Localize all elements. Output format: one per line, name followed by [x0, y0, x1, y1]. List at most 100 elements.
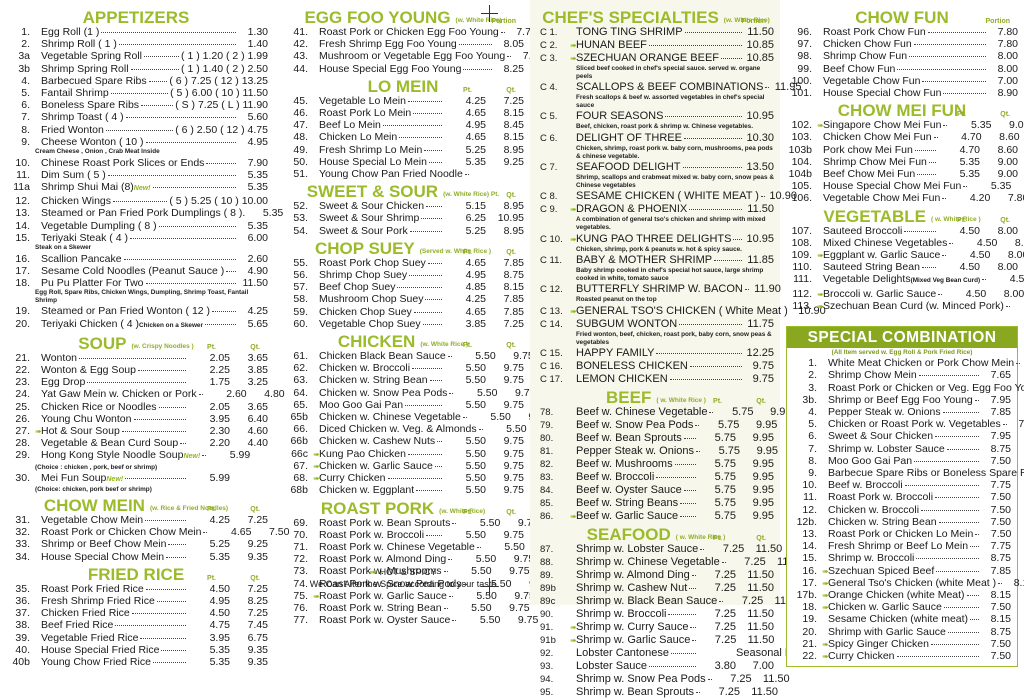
menu-item[interactable]: 72. Roast Pork w. Almond Ding 5.50 9.75: [282, 553, 534, 565]
menu-item[interactable]: 86. ➠ Beef w. Garlic Sauce 5.75 9.95: [538, 510, 774, 523]
menu-item[interactable]: 50. House Special Lo Mein 5.35 9.25: [282, 156, 524, 168]
menu-item[interactable]: 43.Mushroom or Vegetable Egg Foo Young7.…: [282, 50, 543, 62]
menu-item[interactable]: C 12. BUTTERFLY SHRIMP W. BACON 11.90: [538, 283, 781, 296]
menu-item[interactable]: 63. Chicken w. String Bean 5.50 9.75: [282, 374, 524, 386]
menu-item[interactable]: C 14. SUBGUM WONTON 11.75: [538, 318, 774, 331]
menu-item[interactable]: 89b Shrimp w. Cashew Nut 7.25 11.50: [538, 582, 774, 595]
menu-item[interactable]: 68. ➠ Curry Chicken 5.50 9.75: [282, 472, 524, 484]
menu-item[interactable]: 15. Shrimp w. Broccoli 8.75: [787, 552, 1017, 564]
menu-item[interactable]: 98. Shrimp Chow Fun 8.00: [786, 50, 1018, 62]
menu-item[interactable]: 44. House Special Egg Foo Young 8.25: [282, 63, 524, 75]
menu-item[interactable]: 79. Beef w. Snow Pea Pods 5.75 9.95: [538, 419, 777, 432]
menu-item[interactable]: 23. Egg Drop 1.75 3.25: [4, 376, 268, 388]
menu-item[interactable]: 17. Sesame Cold Noodles (Peanut Sauce ) 4.…: [4, 265, 268, 277]
menu-item[interactable]: 25. Chicken Rice or Noodles 2.05 3.65: [4, 401, 268, 413]
menu-item[interactable]: 66.Diced Chicken w. Veg. & Almonds5.509.…: [282, 423, 564, 435]
menu-item[interactable]: 13. Steamed or Pan Fried Pork Dumplings (…: [4, 207, 283, 219]
menu-item[interactable]: 89. Shrimp w. Almond Ding 7.25 11.50: [538, 569, 774, 582]
menu-item[interactable]: 54. Sweet & Sour Pork 5.25 8.95: [282, 225, 524, 237]
menu-item[interactable]: 27. ➠ Hot & Sour Soup 2.30 4.60: [4, 425, 268, 437]
menu-item[interactable]: 31. Vegetable Chow Mein 4.25 7.25: [4, 514, 268, 526]
menu-item[interactable]: 22. ➠ Curry Chicken 7.50: [787, 650, 1017, 662]
menu-item[interactable]: 107. Sauteed Broccoli 4.50 8.00: [786, 225, 1018, 237]
menu-item[interactable]: C 8. SESAME CHICKEN ( WHITE MEAT ) 10.90: [538, 190, 797, 203]
menu-item[interactable]: 83. Beef w. Broccoli 5.75 9.95: [538, 471, 774, 484]
menu-item[interactable]: 20. Shrimp with Garlic Sauce 8.75: [787, 626, 1017, 638]
menu-item[interactable]: 2. Shrimp Chow Mein 7.65: [787, 369, 1017, 381]
menu-item[interactable]: C 15. HAPPY FAMILY 12.25: [538, 347, 774, 360]
menu-item[interactable]: 46. Roast Pork Lo Mein 4.65 8.15: [282, 107, 524, 119]
menu-item[interactable]: C 6. DELIGHT OF THREE 10.30: [538, 132, 774, 145]
menu-item[interactable]: 21. ➠ Spicy Ginger Chicken 7.50: [787, 638, 1017, 650]
menu-item[interactable]: 18. ➠ Chicken w. Garlic Sauce 7.50: [787, 601, 1017, 613]
menu-item[interactable]: 80. Beef w. Bean Sprouts 5.75 9.95: [538, 432, 774, 445]
menu-item[interactable]: 6. Boneless Spare Ribs ( S ) 7.25 ( L ) 11…: [4, 99, 268, 111]
menu-item[interactable]: C 9. ➠ DRAGON & PHOENIX 11.50: [538, 203, 774, 216]
menu-item[interactable]: 45. Vegetable Lo Mein 4.25 7.25: [282, 95, 524, 107]
menu-item[interactable]: 14. Fresh Shrimp or Beef Lo Mein 7.75: [787, 540, 1017, 552]
menu-item[interactable]: 7. Shrimp w. Lobster Sauce 8.75: [787, 443, 1017, 455]
menu-item[interactable]: 4. Barbecued Spare Ribs ( 6 ) 7.25 ( 12 ) …: [4, 75, 268, 87]
menu-item[interactable]: 59. Chicken Chop Suey 4.65 7.85: [282, 306, 524, 318]
menu-item[interactable]: 94. Shrimp w. Snow Pea Pods 7.25 11.50: [538, 673, 790, 686]
menu-item[interactable]: 75. ➠ Roast Pork w. Garlic Sauce 5.50 9.75: [282, 590, 534, 602]
menu-item[interactable]: 103. Chicken Chow Mei Fun 4.70 8.60: [786, 131, 1020, 143]
menu-item[interactable]: C 4. SCALLOPS & BEEF COMBINATIONS 11.95: [538, 81, 801, 94]
menu-item[interactable]: 95. Shrimp w. Bean Sprouts 7.25 11.50: [538, 686, 778, 699]
menu-item[interactable]: 5. Chicken or Roast Pork w. Vegetables 7.5…: [787, 418, 1024, 430]
menu-item[interactable]: 12. Chicken Wings ( 5 ) 5.25 ( 10 ) 10.00: [4, 195, 268, 207]
menu-item[interactable]: 47. Beef Lo Mein 4.95 8.45: [282, 119, 524, 131]
menu-item[interactable]: 64. Chicken w. Snow Pea Pods 5.50 9.75: [282, 387, 535, 399]
menu-item[interactable]: 11. Roast Pork w. Broccoli 7.50: [787, 491, 1017, 503]
menu-item[interactable]: 36. Fresh Shrimp Fried Rice 4.95 8.25: [4, 595, 268, 607]
menu-item[interactable]: 8. Moo Goo Gai Pan 7.50: [787, 455, 1017, 467]
menu-item[interactable]: C 3. ➠ SZECHUAN ORANGE BEEF 10.85: [538, 52, 774, 65]
menu-item[interactable]: 24. Yat Gaw Mein w. Chicken or Pork 2.60 4.…: [4, 388, 284, 400]
menu-item[interactable]: 60. Vegetable Chop Suey 3.85 7.25: [282, 318, 524, 330]
menu-item[interactable]: 76. Roast Pork w. String Bean 5.50 9.75: [282, 602, 529, 614]
menu-item[interactable]: C 16. BONELESS CHICKEN 9.75: [538, 360, 774, 373]
menu-item[interactable]: 16. Scallion Pancake 2.60: [4, 253, 268, 265]
menu-item[interactable]: 56. Shrimp Chop Suey 4.95 8.75: [282, 269, 524, 281]
menu-item[interactable]: 39. Vegetable Fried Rice 3.95 6.75: [4, 632, 268, 644]
menu-item[interactable]: 110. Sauteed String Bean 4.50 8.00: [786, 261, 1018, 273]
menu-item[interactable]: 3b Shrimp Spring Roll ( 1 ) 1.40 ( 2 ) 2.5…: [4, 63, 268, 75]
menu-item[interactable]: 11. Dim Sum ( 5 ) 5.35: [4, 169, 268, 181]
menu-item[interactable]: 101. House Special Chow Fun 8.90: [786, 87, 1018, 99]
menu-item[interactable]: 48. Chicken Lo Mein 4.65 8.15: [282, 131, 524, 143]
menu-item[interactable]: 7. Shrimp Toast ( 4 ) 5.60: [4, 111, 268, 123]
menu-item[interactable]: 19. Steamed or Pan Fried Wonton ( 12 ) 4.2…: [4, 305, 268, 317]
menu-item[interactable]: 1. Egg Roll (1 ) 1.30: [4, 26, 268, 38]
menu-item[interactable]: 1.White Meat Chicken or Pork Chow Mein7.…: [787, 357, 1021, 369]
menu-item[interactable]: 99. Beef Chow Fun 8.00: [786, 63, 1018, 75]
menu-item[interactable]: 82. Beef w. Mushrooms 5.75 9.95: [538, 458, 774, 471]
menu-item[interactable]: 17. ➠ General Tso's Chicken (white Meat ) 8…: [787, 577, 1024, 589]
menu-item[interactable]: 58. Mushroom Chop Suey 4.25 7.85: [282, 293, 524, 305]
menu-item[interactable]: 3a Vegetable Spring Roll ( 1 ) 1.20 ( 2 ) …: [4, 50, 268, 62]
menu-item[interactable]: 35. Roast Pork Fried Rice 4.50 7.25: [4, 583, 268, 595]
menu-item[interactable]: 38. Beef Fried Rice 4.75 7.45: [4, 619, 268, 631]
menu-item[interactable]: 66c ➠ Kung Pao Chicken 5.50 9.75: [282, 448, 524, 460]
menu-item[interactable]: 52. Sweet & Sour Chicken 5.15 8.95: [282, 200, 524, 212]
menu-item[interactable]: 8. Fried Wonton ( 6 ) 2.50 ( 12 ) 4.75: [4, 124, 268, 136]
menu-item[interactable]: 2. Shrimp Roll ( 1 ) 1.40: [4, 38, 268, 50]
menu-item[interactable]: 22. Wonton & Egg Soup 2.25 3.85: [4, 364, 268, 376]
menu-item[interactable]: 40. House Special Fried Rice 5.35 9.35: [4, 644, 268, 656]
menu-item[interactable]: 61. Chicken Black Bean Sauce 5.50 9.75: [282, 350, 533, 362]
menu-item[interactable]: 21. Wonton 2.05 3.65: [4, 352, 268, 364]
menu-item[interactable]: 66b Chicken w. Cashew Nuts 5.50 9.75: [282, 435, 524, 447]
menu-item[interactable]: 70. Roast Pork w. Broccoli 5.50 9.75: [282, 529, 524, 541]
menu-item[interactable]: 91. ➠ Shrimp w. Curry Sauce 7.25 11.50: [538, 621, 774, 634]
menu-item[interactable]: 73. Roast Pork w. Mushrooms 5.50 9.75: [282, 565, 529, 577]
menu-item[interactable]: 96. Roast Pork Chow Fun 7.80: [786, 26, 1018, 38]
menu-item[interactable]: 6. Sweet & Sour Chicken 7.95: [787, 430, 1017, 442]
menu-item[interactable]: C 7. SEAFOOD DELIGHT 13.50: [538, 161, 774, 174]
menu-item[interactable]: 71.Roast Pork w. Chinese Vegetable5.509.…: [282, 541, 562, 553]
menu-item[interactable]: 102. ➠Singapore Chow Mei Fun 5.35 9.00: [786, 119, 1024, 131]
menu-item[interactable]: 19. Sesame Chicken (white meat) 8.15: [787, 613, 1017, 625]
menu-item[interactable]: 28. Vegetable & Bean Curd Soup 2.20 4.40: [4, 437, 268, 449]
menu-item[interactable]: 103b Pork chow Mei Fun 4.70 8.60: [786, 144, 1018, 156]
menu-item[interactable]: 93. Lobster Sauce 3.80 7.00: [538, 660, 774, 673]
menu-item[interactable]: 106. Vegetable Chow Mei Fun 4.20 7.80: [786, 192, 1024, 204]
